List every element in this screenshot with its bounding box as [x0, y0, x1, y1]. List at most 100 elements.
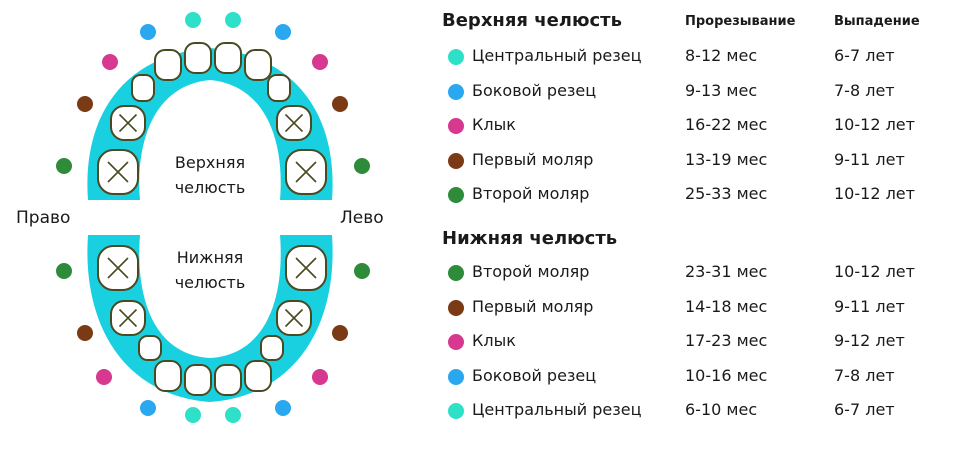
left-side-label: Лево: [340, 208, 384, 228]
eruption-value: 16-22 мес: [685, 115, 768, 134]
tooth-name: Второй моляр: [472, 184, 590, 203]
central-incisor-dot: [185, 12, 201, 28]
loss-value: 9-11 лет: [834, 296, 905, 316]
lower-tooth: [214, 364, 242, 396]
lateral-incisor-dot: [140, 400, 156, 416]
loss-value: 6-7 лет: [834, 400, 895, 419]
tooth-row: Центральный резец 8-12 мес 6-7 лет: [442, 46, 942, 68]
lower-jaw-label-line2: челюсть: [174, 273, 246, 292]
tooth-row: Боковой резец 9-13 мес 7-8 лет: [442, 81, 942, 103]
first-molar-dot: [332, 96, 348, 112]
loss-value: 7-8 лет: [834, 80, 895, 100]
loss-value: 10-12 лет: [834, 184, 915, 203]
upper-jaw-label-line2: челюсть: [174, 178, 246, 197]
upper-molar-mark: [118, 113, 138, 133]
lower-tooth: [154, 360, 182, 392]
lateral-incisor-dot: [275, 24, 291, 40]
second-molar-dot: [56, 158, 72, 174]
tooth-row: Первый моляр 13-19 мес 9-11 лет: [442, 150, 942, 172]
tooth-color-dot-icon: [448, 118, 464, 134]
lower-jaw-title: Нижняя челюсть: [442, 228, 618, 249]
lower-tooth: [138, 335, 162, 361]
tooth-row: Центральный резец 6-10 мес 6-7 лет: [442, 400, 942, 422]
tooth-name: Первый моляр: [472, 149, 594, 169]
eruption-value: 23-31 мес: [685, 262, 768, 281]
eruption-table: Верхняя челюсть Прорезывание Выпадение Ц…: [442, 0, 942, 455]
loss-value: 10-12 лет: [834, 115, 915, 134]
second-molar-dot: [354, 263, 370, 279]
central-incisor-dot: [185, 407, 201, 423]
tooth-row: Боковой резец 10-16 мес 7-8 лет: [442, 366, 942, 388]
upper-jaw-title: Верхняя челюсть: [442, 10, 622, 31]
first-molar-dot: [332, 325, 348, 341]
tooth-color-dot-icon: [448, 187, 464, 203]
tooth-color-dot-icon: [448, 49, 464, 65]
jaw-diagram: [56, 12, 370, 423]
lateral-incisor-dot: [275, 400, 291, 416]
central-incisor-dot: [225, 407, 241, 423]
tooth-row: Первый моляр 14-18 мес 9-11 лет: [442, 297, 942, 319]
tooth-name: Центральный резец: [472, 400, 642, 419]
upper-jaw-label-line1: Верхняя: [174, 153, 246, 172]
second-molar-dot: [56, 263, 72, 279]
eruption-value: 17-23 мес: [685, 331, 768, 350]
lower-molar-mark: [118, 308, 138, 328]
tooth-name: Центральный резец: [472, 46, 642, 65]
loss-column-header: Выпадение: [834, 14, 920, 29]
loss-value: 9-12 лет: [834, 331, 905, 350]
upper-jaw-label: Верхняя челюсть: [150, 150, 270, 200]
loss-value: 9-11 лет: [834, 149, 905, 169]
lower-jaw-label: Нижняя челюсть: [150, 245, 270, 295]
lower-molar-mark: [284, 308, 304, 328]
canine-dot: [312, 54, 328, 70]
tooth-name: Боковой резец: [472, 365, 597, 385]
lower-tooth: [260, 335, 284, 361]
eruption-value: 13-19 мес: [685, 149, 768, 169]
second-molar-dot: [354, 158, 370, 174]
upper-tooth: [214, 42, 242, 74]
lower-molar-mark: [295, 257, 317, 279]
tooth-row: Второй моляр 23-31 мес 10-12 лет: [442, 262, 942, 284]
tooth-name: Второй моляр: [472, 262, 590, 281]
loss-value: 7-8 лет: [834, 365, 895, 385]
canine-dot: [102, 54, 118, 70]
eruption-value: 25-33 мес: [685, 184, 768, 203]
tooth-row: Клык 16-22 мес 10-12 лет: [442, 115, 942, 137]
canine-dot: [312, 369, 328, 385]
upper-tooth: [244, 49, 272, 81]
upper-tooth: [267, 74, 291, 102]
tooth-color-dot-icon: [448, 334, 464, 350]
upper-molar-mark: [107, 161, 129, 183]
upper-molar-mark: [295, 161, 317, 183]
tooth-color-dot-icon: [448, 299, 464, 316]
lower-molar-mark: [107, 257, 129, 279]
tooth-color-dot-icon: [448, 368, 464, 385]
tooth-color-dot-icon: [448, 403, 464, 419]
tooth-color-dot-icon: [448, 83, 464, 100]
first-molar-dot: [77, 325, 93, 341]
loss-value: 6-7 лет: [834, 46, 895, 65]
tooth-row: Клык 17-23 мес 9-12 лет: [442, 331, 942, 353]
upper-tooth: [154, 49, 182, 81]
tooth-row: Второй моляр 25-33 мес 10-12 лет: [442, 184, 942, 206]
canine-dot: [96, 369, 112, 385]
tooth-name: Боковой резец: [472, 80, 597, 100]
upper-tooth: [184, 42, 212, 74]
eruption-column-header: Прорезывание: [685, 14, 796, 29]
eruption-value: 10-16 мес: [685, 365, 768, 385]
lower-jaw-label-line1: Нижняя: [176, 248, 244, 267]
tooth-name: Клык: [472, 115, 516, 134]
tooth-name: Первый моляр: [472, 296, 594, 316]
lateral-incisor-dot: [140, 24, 156, 40]
central-incisor-dot: [225, 12, 241, 28]
loss-value: 10-12 лет: [834, 262, 915, 281]
tooth-color-dot-icon: [448, 265, 464, 281]
eruption-value: 9-13 мес: [685, 80, 758, 100]
first-molar-dot: [77, 96, 93, 112]
right-side-label: Право: [16, 208, 71, 228]
lower-tooth: [184, 364, 212, 396]
tooth-color-dot-icon: [448, 152, 464, 169]
eruption-value: 6-10 мес: [685, 400, 758, 419]
eruption-value: 14-18 мес: [685, 296, 768, 316]
lower-tooth: [244, 360, 272, 392]
